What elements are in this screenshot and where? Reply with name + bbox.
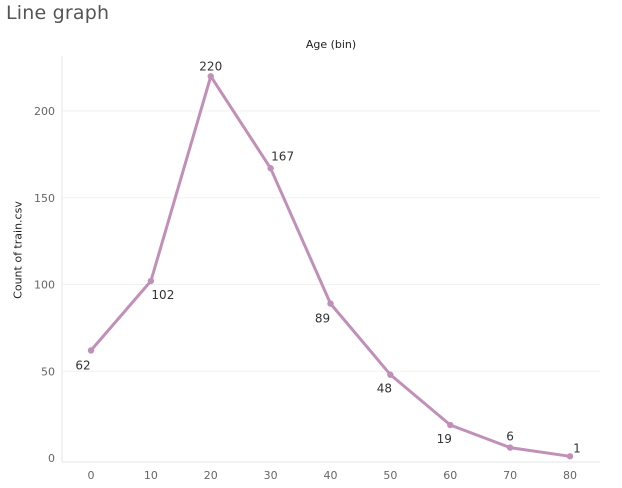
data-labels: 62 102 220 167 89 48 19 6 1 — [75, 59, 580, 455]
y-tick-label: 50 — [41, 365, 55, 378]
data-label: 6 — [506, 430, 514, 444]
data-label: 1 — [573, 441, 581, 455]
data-point — [207, 73, 214, 80]
x-axis-ticks: 0 10 20 30 40 50 60 70 80 — [88, 469, 578, 482]
data-points — [87, 73, 574, 460]
x-tick-label: 30 — [264, 469, 278, 482]
data-point — [87, 347, 95, 354]
x-tick-label: 10 — [144, 469, 158, 482]
data-point — [267, 165, 274, 172]
data-point — [566, 453, 574, 460]
series-line — [89, 74, 572, 458]
x-tick-label: 60 — [443, 469, 457, 482]
data-label: 89 — [315, 312, 330, 326]
data-label: 62 — [75, 358, 90, 372]
y-tick-label: 0 — [48, 452, 55, 465]
x-tick-label: 0 — [88, 469, 95, 482]
x-tick-label: 70 — [503, 469, 517, 482]
data-point — [327, 300, 334, 307]
data-label: 167 — [271, 149, 294, 163]
x-tick-label: 20 — [204, 469, 218, 482]
chart-title: Line graph — [6, 2, 110, 24]
x-tick-label: 80 — [563, 469, 577, 482]
y-axis-ticks: 0 50 100 150 200 — [34, 105, 55, 465]
y-tick-label: 100 — [34, 279, 55, 292]
gridlines — [61, 56, 600, 463]
y-tick-label: 150 — [34, 192, 55, 205]
data-point — [387, 371, 394, 378]
x-axis-title: Age (bin) — [305, 38, 357, 51]
data-point — [447, 421, 454, 429]
data-label: 220 — [199, 59, 222, 73]
data-point — [506, 444, 514, 451]
data-point — [147, 277, 155, 285]
x-tick-label: 40 — [324, 469, 338, 482]
data-label: 102 — [151, 288, 174, 302]
x-tick-label: 50 — [383, 469, 397, 482]
y-tick-label: 200 — [34, 105, 55, 118]
data-label: 19 — [437, 432, 452, 446]
data-label: 48 — [377, 382, 392, 396]
series-path — [89, 74, 572, 458]
